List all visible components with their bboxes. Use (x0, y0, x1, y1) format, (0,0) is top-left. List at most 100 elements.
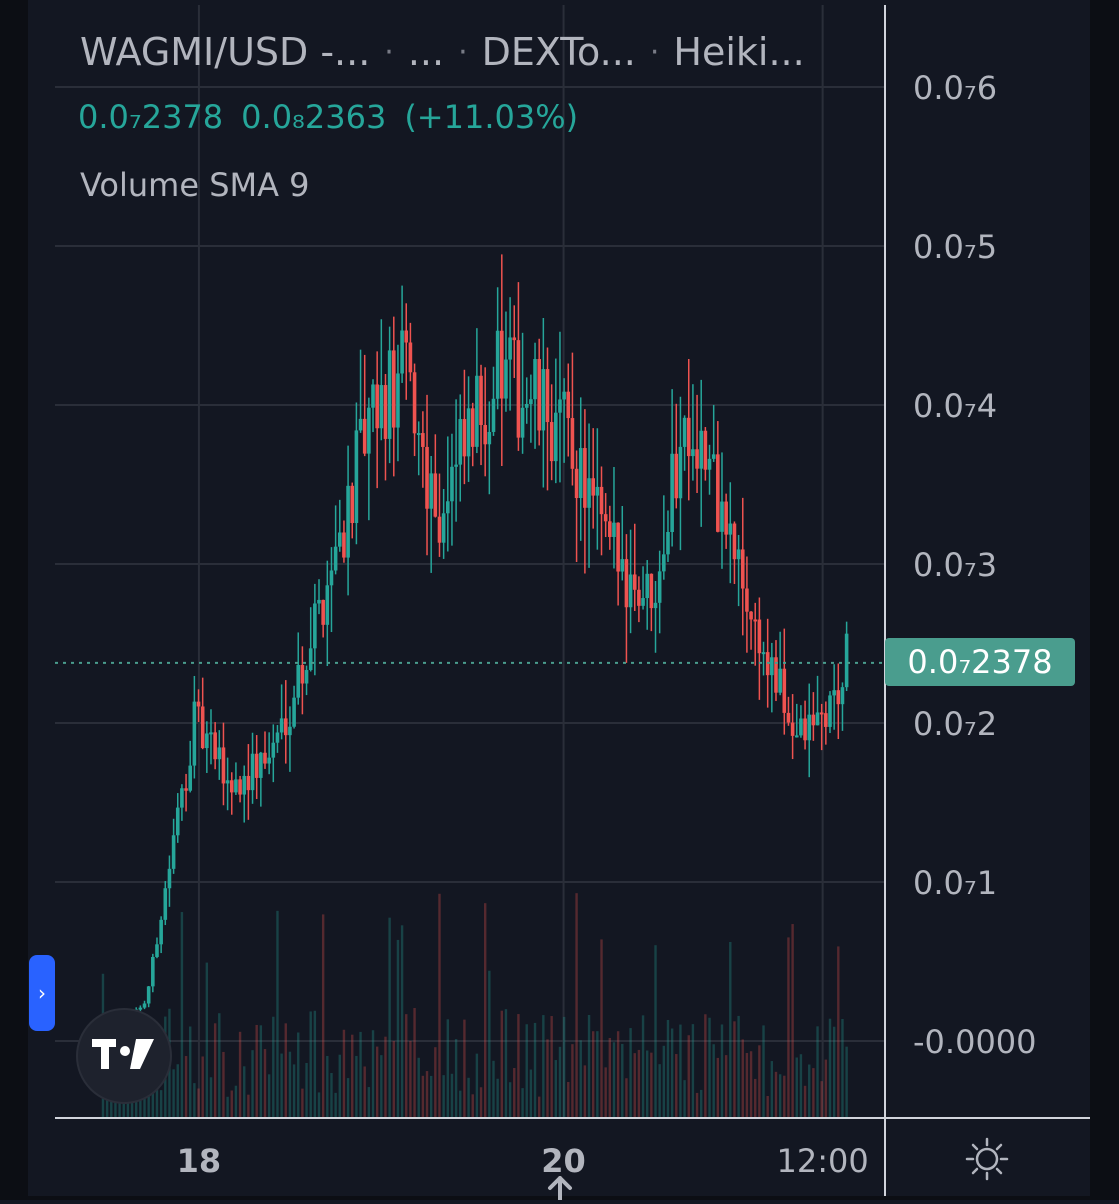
volume-bar (837, 946, 840, 1117)
volume-bar (641, 1015, 645, 1117)
candle-body (421, 433, 425, 447)
volume-bar (276, 910, 279, 1117)
time-axis[interactable]: 18 20 12:00 (177, 1142, 869, 1180)
volume-bar (421, 1075, 425, 1117)
volume-bar (841, 1018, 844, 1117)
candle-body (603, 514, 608, 522)
candle-body (520, 407, 525, 438)
candle-body (408, 342, 413, 373)
exchange-name[interactable]: ... (407, 30, 445, 74)
volume-bar (612, 1042, 616, 1117)
volume-bar (280, 1053, 283, 1117)
candle-body (716, 454, 720, 532)
side-panel-toggle[interactable]: › (29, 955, 55, 1031)
volume-bar (259, 1025, 263, 1117)
volume-bar (708, 1017, 711, 1117)
volume-bar (388, 917, 391, 1117)
volume-bar (475, 1053, 479, 1117)
volume-bar (272, 1016, 275, 1117)
candle-body (811, 714, 816, 726)
candle-body (728, 523, 733, 535)
chart-settings-button[interactable] (960, 1132, 1014, 1186)
volume-bar (467, 1077, 470, 1117)
volume-indicator-legend[interactable]: Volume SMA 9 (80, 166, 310, 204)
scroll-up-button[interactable] (546, 1176, 574, 1202)
candle-body (732, 523, 737, 560)
candle-body (504, 359, 508, 399)
volume-bar (600, 939, 603, 1117)
volume-bar (558, 1046, 562, 1117)
volume-bar (571, 1044, 574, 1117)
candle-body (495, 330, 500, 399)
volume-bar (845, 1046, 848, 1117)
candle-body (400, 330, 404, 374)
volume-bar (218, 1013, 221, 1117)
volume-bar (741, 1039, 744, 1117)
volume-bar (778, 1074, 782, 1117)
candle-body (786, 712, 791, 723)
candle-body (454, 464, 458, 467)
volume-bar (213, 1023, 217, 1117)
volume-bar (774, 1071, 778, 1117)
volume-bar (832, 1026, 836, 1117)
chart-style[interactable]: Heiki... (673, 30, 805, 74)
candle-body (458, 419, 463, 465)
candle-body (171, 835, 176, 869)
volume-bar (243, 1066, 246, 1117)
candle-body (259, 752, 263, 778)
candle-body (475, 375, 479, 447)
volume-bar (629, 1028, 632, 1117)
price-axis[interactable]: 0.0₇6 0.0₇5 0.0₇4 0.0₇3 0.0₇2 0.0₇1 -0.0000 (913, 69, 1037, 1061)
candle-body (329, 570, 334, 586)
candle-body (462, 419, 467, 457)
candle-body (724, 501, 728, 535)
symbol-name[interactable]: WAGMI/USD -... (80, 30, 371, 74)
volume-bar (579, 1040, 582, 1117)
candle-body (761, 652, 766, 655)
candle-body (819, 712, 824, 715)
symbol-legend[interactable]: WAGMI/USD -... · ... · DEXTo... · Heiki.… (80, 30, 860, 74)
volume-bar (783, 1075, 786, 1117)
candle-body (358, 418, 363, 431)
volume-bar (189, 1026, 192, 1117)
volume-bar (479, 1087, 483, 1117)
candle-body (470, 408, 475, 447)
candle-body (180, 788, 184, 808)
candle-body (155, 944, 159, 957)
price-tick-label: 0.0₇4 (913, 387, 997, 425)
candle-body (184, 788, 188, 791)
volume-bar (762, 1025, 765, 1117)
candle-body (574, 468, 579, 499)
candle-body (711, 454, 716, 459)
candle-body (549, 422, 554, 462)
chevron-right-icon: › (38, 981, 46, 1005)
volume-bar (434, 1047, 437, 1117)
volume-bar (197, 1088, 200, 1117)
volume-bar (812, 1068, 815, 1117)
price-tick-label: -0.0000 (913, 1023, 1037, 1061)
candle-body (616, 522, 620, 572)
volume-bar (675, 1054, 678, 1117)
volume-bar (459, 1090, 462, 1117)
volume-bar (226, 1096, 229, 1117)
candle-body (263, 752, 267, 764)
volume-bar (828, 1018, 832, 1117)
volume-bar (409, 1040, 412, 1117)
tradingview-logo-icon[interactable] (76, 1008, 172, 1104)
volume-bar (413, 1008, 416, 1117)
candle-body (703, 430, 708, 470)
volume-bar (450, 1073, 454, 1117)
data-source[interactable]: DEXTo... (481, 30, 636, 74)
candle-body (757, 619, 762, 654)
volume-bar (155, 1083, 159, 1117)
volume-bar (471, 1094, 474, 1117)
volume-bar (666, 1019, 670, 1117)
volume-bar (608, 1037, 612, 1117)
volume-bar (230, 1090, 233, 1117)
candle-body (620, 559, 625, 572)
candle-body (254, 753, 259, 778)
volume-bar (351, 1034, 354, 1117)
volume-bar (305, 1063, 308, 1117)
volume-bar (147, 1081, 150, 1117)
candle-body (192, 701, 197, 766)
